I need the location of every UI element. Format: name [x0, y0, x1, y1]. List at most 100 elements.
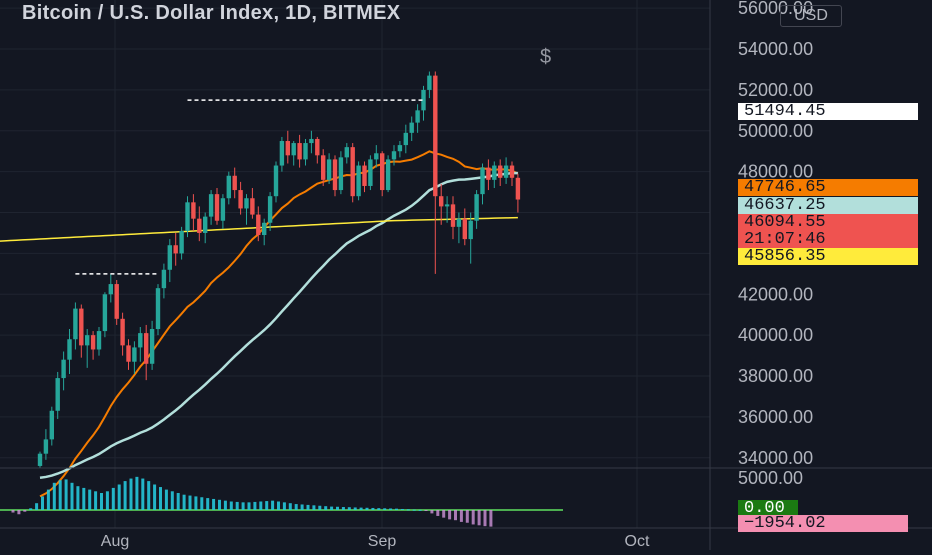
candle-body — [391, 151, 397, 160]
candle-body — [43, 439, 49, 454]
candle-body — [439, 196, 444, 207]
hist-bar — [135, 476, 139, 510]
candle-body — [102, 294, 108, 332]
hist-bar — [353, 507, 357, 510]
candle-body — [421, 89, 426, 111]
hist-bar — [288, 503, 292, 510]
hist-bar — [253, 501, 257, 510]
hist-bar — [200, 497, 204, 510]
hist-bar — [489, 510, 493, 527]
hist-bar — [29, 508, 33, 510]
hist-bar — [35, 503, 39, 510]
hist-bar — [406, 509, 410, 511]
candle-body — [368, 159, 373, 186]
hist-bar — [483, 510, 487, 527]
hist-bar — [88, 489, 92, 510]
candle-body — [73, 308, 78, 340]
candle-body — [350, 147, 355, 197]
hist-bar — [436, 510, 440, 516]
candle-body — [114, 284, 119, 319]
hist-bar — [454, 510, 457, 521]
hist-bar — [76, 486, 80, 510]
hist-bar — [235, 501, 239, 510]
x-tick-label: Sep — [368, 533, 397, 550]
candle-body — [191, 202, 196, 219]
hist-bar — [52, 482, 56, 510]
candle-body — [108, 284, 113, 295]
candle-body — [179, 230, 184, 254]
candle-body — [61, 359, 66, 379]
hist-bar — [259, 501, 263, 510]
candle-body — [244, 198, 249, 209]
candle-body — [203, 216, 208, 233]
candle-body — [185, 202, 190, 231]
candle-body — [380, 153, 385, 191]
candle-body — [433, 75, 438, 197]
candle-body — [85, 335, 90, 346]
price-label-close: 46637.25 — [738, 197, 918, 214]
hist-bar — [188, 495, 192, 510]
candles — [37, 71, 521, 468]
hist-bar — [477, 510, 481, 526]
candle-body — [480, 167, 485, 195]
candle-body — [515, 177, 521, 200]
candle-body — [155, 288, 161, 330]
candle-body — [226, 175, 231, 199]
hist-bar — [294, 504, 298, 510]
candle-body — [450, 204, 456, 227]
hist-bar — [418, 509, 422, 511]
candle-body — [220, 198, 226, 221]
hist-bar — [271, 500, 275, 510]
currency-button[interactable]: USD — [780, 5, 842, 27]
candle-body — [167, 245, 172, 270]
hist-bar — [105, 491, 109, 510]
hist-bar — [159, 487, 162, 510]
hist-bar — [141, 478, 145, 510]
annotations — [75, 99, 424, 275]
hist-bar — [383, 508, 387, 510]
hist-bar — [58, 480, 62, 510]
ma-long-value: 46094.55 — [744, 213, 826, 232]
hist-bar — [330, 506, 334, 510]
hist-bar — [170, 491, 174, 510]
hist-bar — [389, 508, 393, 510]
hist-bar — [46, 489, 50, 510]
hist-bar — [241, 502, 245, 510]
hist-bar — [94, 491, 98, 510]
candle-body — [173, 245, 178, 254]
candle-body — [362, 165, 367, 186]
hist-bar — [111, 487, 115, 510]
hist-bar — [206, 498, 210, 510]
candle-body — [273, 165, 279, 197]
hist-bar — [153, 484, 157, 510]
candle-body — [214, 194, 220, 221]
price-label-current: 51494.45 — [738, 103, 918, 120]
hist-bar — [448, 510, 452, 520]
dollar-icon[interactable]: $ — [540, 46, 552, 68]
hist-tick-label: 5000.00 — [738, 468, 803, 488]
candle-body — [208, 194, 214, 217]
candle-body — [285, 141, 290, 156]
hist-bar — [41, 496, 44, 510]
y-tick-label: 36000.00 — [738, 407, 813, 427]
candle-body — [326, 159, 332, 180]
y-tick-label: 42000.00 — [738, 284, 813, 304]
candle-body — [132, 347, 137, 362]
hist-bar — [336, 506, 339, 510]
y-tick-label: 40000.00 — [738, 325, 813, 345]
hist-bar — [277, 501, 280, 510]
hist-bar — [400, 508, 404, 510]
candle-body — [250, 198, 255, 215]
y-tick-label: 50000.00 — [738, 121, 813, 141]
candle-body — [486, 167, 491, 180]
candle-body — [385, 159, 391, 191]
y-tick-label: 38000.00 — [738, 366, 813, 386]
hist-bar — [223, 500, 227, 510]
candle-body — [321, 155, 326, 180]
candle-body — [303, 143, 308, 160]
hist-bar — [465, 510, 469, 523]
hist-bar — [300, 504, 304, 510]
